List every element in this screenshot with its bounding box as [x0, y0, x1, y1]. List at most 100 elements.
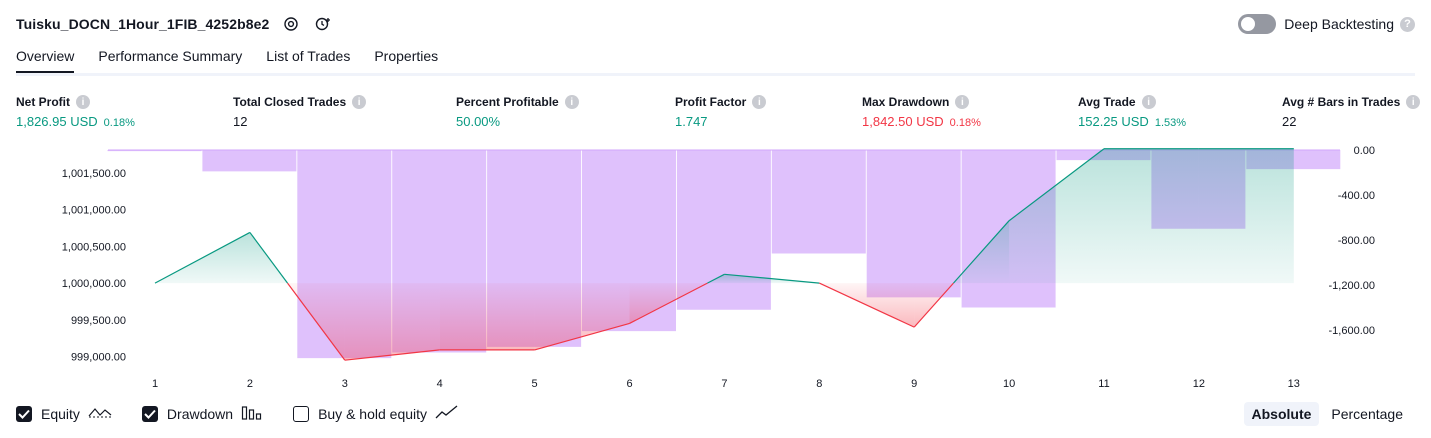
tab-overview[interactable]: Overview [16, 48, 75, 74]
equity-line-segment [913, 282, 954, 328]
help-icon[interactable]: ? [1400, 16, 1415, 32]
equity-area [1104, 148, 1199, 284]
deep-backtesting-label: Deep Backtesting [1284, 16, 1394, 32]
legend-label: Drawdown [166, 405, 234, 422]
strategy-name: Tuisku_DOCN_1Hour_1FIB_4252b8e2 [16, 16, 270, 32]
metric-label: Total Closed Trades [233, 95, 347, 109]
equity-area [1198, 148, 1294, 284]
info-icon[interactable]: i [1141, 95, 1156, 109]
metric-percent: 0.18% [103, 117, 135, 129]
drawdown-bar [866, 150, 961, 298]
equity-line-segment [953, 220, 1010, 284]
right-axis-tick-label: 0.00 [1354, 145, 1375, 157]
deep-backtesting-toggle[interactable] [1238, 14, 1277, 34]
info-icon[interactable]: i [955, 95, 970, 109]
x-axis-tick-label: 13 [1288, 378, 1300, 390]
equity-drawdown-chart: 1,001,500.00 1,001,000.00 1,000,500.00 1,00… [62, 145, 1375, 390]
info-icon[interactable]: i [76, 95, 90, 109]
x-axis-tick-label: 3 [342, 378, 348, 390]
info-icon[interactable]: i [352, 95, 367, 109]
metric-value: 152.25 USD [1078, 114, 1149, 129]
legend-drawdown[interactable]: Drawdown [141, 404, 263, 423]
drawdown-bar [107, 150, 202, 152]
metric-value: 1,842.50 USD [862, 114, 944, 129]
equity-line-segment [154, 231, 251, 284]
x-axis-tick-label: 5 [532, 378, 538, 390]
absolute-button[interactable]: Absolute [1243, 402, 1320, 426]
left-axis-tick-label: 1,000,500.00 [62, 241, 126, 253]
tab-properties[interactable]: Properties [374, 48, 439, 64]
legend-buy-hold[interactable]: Buy & hold equity [293, 404, 459, 423]
buy-hold-checkbox[interactable] [293, 405, 310, 422]
deep-backtesting: Deep Backtesting ? [1238, 12, 1415, 36]
left-axis-tick-label: 999,500.00 [71, 315, 126, 327]
x-axis-tick-label: 4 [437, 378, 443, 390]
tab-list-of-trades[interactable]: List of Trades [266, 48, 351, 64]
metric-value: 12 [233, 114, 248, 129]
view-mode-switch: Absolute Percentage [1240, 402, 1412, 426]
metric-profit-factor: Profit Factor i 1.747 [675, 94, 767, 129]
metric-label: Percent Profitable [456, 95, 559, 109]
equity-line-segment [249, 232, 289, 284]
buy-hold-line-icon [435, 404, 459, 423]
drawdown-checkbox[interactable] [141, 405, 158, 422]
equity-area [344, 283, 440, 361]
tabs-divider [16, 73, 1415, 76]
legend-label: Equity [41, 405, 80, 422]
legend-label: Buy & hold equity [318, 405, 428, 422]
left-axis-tick-label: 1,001,500.00 [62, 168, 126, 180]
equity-line-segment [724, 273, 820, 284]
strategy-header: Tuisku_DOCN_1Hour_1FIB_4252b8e2 [16, 12, 333, 36]
chart-legend: Equity Drawdown Buy & hold equity [16, 404, 489, 423]
equity-line-segment [287, 282, 346, 361]
metric-label: Net Profit [16, 95, 70, 109]
toggle-knob [1241, 17, 1256, 31]
drawdown-bars-icon [241, 404, 263, 423]
right-axis-tick-label: -1,200.00 [1329, 280, 1375, 292]
info-icon[interactable]: i [752, 95, 767, 109]
right-axis-tick-label: -400.00 [1338, 190, 1375, 202]
equity-line-segment [344, 349, 440, 361]
right-axis-tick-label: -1,600.00 [1329, 325, 1375, 337]
equity-line-segment [1008, 148, 1105, 222]
metric-value: 22 [1282, 114, 1297, 129]
metric-total-closed-trades: Total Closed Trades i 12 [233, 94, 367, 129]
x-axis-tick-label: 9 [911, 378, 917, 390]
metric-net-profit: Net Profit i 1,826.95 USD 0.18% [16, 94, 135, 129]
metric-percent: 0.18% [949, 117, 981, 129]
left-axis-tick-label: 999,000.00 [71, 352, 126, 364]
metric-avg-trade: Avg Trade i 152.25 USD 1.53% [1078, 94, 1186, 129]
metric-label: Avg Trade [1078, 95, 1136, 109]
add-alert-icon[interactable] [313, 14, 333, 34]
drawdown-bar [202, 150, 297, 172]
tab-bar: Overview Performance Summary List of Tra… [16, 48, 462, 74]
metric-avg-bars: Avg # Bars in Trades i 22 [1282, 94, 1421, 129]
tab-performance-summary[interactable]: Performance Summary [98, 48, 243, 64]
x-axis-tick-label: 1 [152, 378, 158, 390]
left-axis-tick-label: 1,000,000.00 [62, 278, 126, 290]
x-axis-tick-label: 2 [247, 378, 253, 390]
x-axis-tick-label: 7 [721, 378, 727, 390]
equity-line-segment [819, 282, 915, 328]
equity-line-segment [534, 322, 630, 351]
drawdown-bar [771, 150, 866, 254]
metric-label: Avg # Bars in Trades [1282, 95, 1401, 109]
metric-value: 50.00% [456, 114, 501, 129]
x-axis-tick-label: 12 [1193, 378, 1205, 390]
equity-line-icon [88, 404, 112, 423]
percentage-button[interactable]: Percentage [1331, 406, 1403, 422]
legend-equity[interactable]: Equity [16, 404, 112, 423]
left-axis-tick-label: 1,001,000.00 [62, 205, 126, 217]
info-icon[interactable]: i [1406, 95, 1421, 109]
x-axis-tick-label: 8 [816, 378, 822, 390]
metric-value: 1,826.95 USD [16, 114, 98, 129]
settings-icon[interactable] [281, 14, 301, 34]
equity-checkbox[interactable] [16, 405, 32, 422]
equity-area [439, 283, 535, 350]
x-axis-tick-label: 11 [1098, 378, 1109, 390]
info-icon[interactable]: i [564, 95, 579, 109]
x-axis-tick-label: 6 [626, 378, 632, 390]
metric-value: 1.747 [675, 114, 708, 129]
metric-percent: 1.53% [1154, 117, 1187, 129]
equity-line-segment [707, 273, 725, 284]
